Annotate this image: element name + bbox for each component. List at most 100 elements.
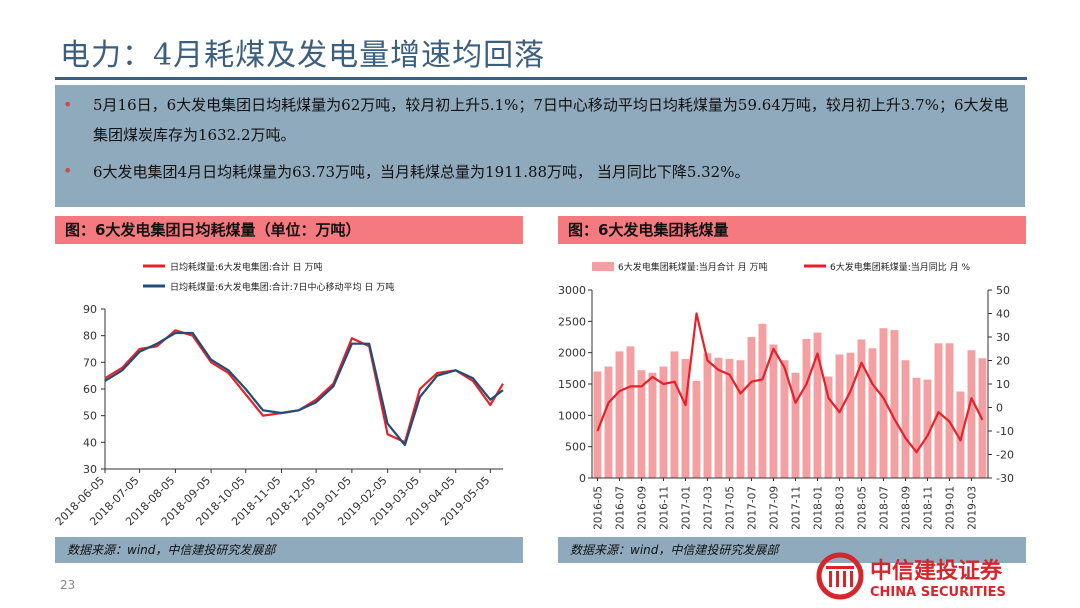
- bar: [879, 328, 888, 478]
- y2-tick-label: -10: [996, 425, 1014, 438]
- bar: [747, 337, 756, 478]
- series-line: [104, 329, 504, 444]
- y-tick-label: 1500: [558, 378, 586, 391]
- series-line: [104, 331, 504, 447]
- x-tick-label: 2018-05: [857, 486, 869, 530]
- bar: [714, 357, 723, 478]
- y-tick-label: 30: [83, 463, 97, 476]
- legend-label: 6大发电集团耗煤量:当月合计 月 万吨: [618, 261, 767, 273]
- bar: [780, 360, 789, 478]
- summary-bullet-2: 6大发电集团4月日均耗煤量为63.73万吨，当月耗煤总量为1911.88万吨， …: [93, 163, 750, 181]
- y2-tick-label: -30: [996, 472, 1014, 485]
- left-chart-heading: 图：6大发电集团日均耗煤量（单位：万吨）: [55, 216, 523, 244]
- y2-tick-label: -20: [996, 449, 1014, 462]
- y-tick-label: 40: [83, 436, 97, 449]
- y-tick-label: 80: [83, 330, 97, 343]
- y-tick-label: 2500: [558, 315, 586, 328]
- bar: [967, 350, 976, 478]
- bar: [659, 366, 668, 478]
- x-tick-label: 2017-03: [703, 486, 715, 530]
- bar: [901, 360, 910, 478]
- bar: [813, 332, 822, 478]
- y2-tick-label: 50: [996, 284, 1010, 297]
- y-tick-label: 90: [83, 303, 97, 316]
- company-logo: 中信建投证券 CHINA SECURITIES: [812, 552, 1037, 600]
- yoy-line: [596, 312, 984, 454]
- bar: [692, 380, 701, 478]
- x-tick-label: 2018-01: [813, 486, 825, 530]
- legend-label: 日均耗煤量:6大发电集团:合计:7日中心移动平均 日 万吨: [170, 281, 394, 293]
- right-source-note: 数据来源：wind，中信建投研究发展部: [558, 537, 1026, 563]
- left-source-note: 数据来源：wind，中信建投研究发展部: [55, 537, 523, 563]
- x-tick-label: 2016-07: [615, 486, 627, 530]
- x-tick-label: 2017-01: [681, 486, 693, 530]
- bar: [956, 391, 965, 478]
- bar: [648, 372, 657, 478]
- bar: [626, 346, 635, 478]
- bar: [835, 354, 844, 478]
- bar: [912, 377, 921, 478]
- x-tick-label: 2016-05: [593, 486, 605, 530]
- y-tick-label: 2000: [558, 347, 586, 360]
- page-number: 23: [60, 578, 76, 592]
- y-tick-label: 500: [565, 441, 586, 454]
- bar: [857, 339, 866, 478]
- right-chart-heading: 图：6大发电集团耗煤量: [558, 216, 1026, 244]
- x-tick-label: 2018-03: [835, 486, 847, 530]
- x-tick-label: 2018-11: [923, 486, 935, 530]
- x-tick-label: 2018-07: [879, 486, 891, 530]
- bar: [725, 358, 734, 478]
- monthly-coal-consumption-chart: 0 500 1000 1500 2000 2500 3000 -30 -20 -10 0 10 20 30…: [558, 261, 1014, 530]
- y2-tick-label: 20: [996, 355, 1010, 368]
- bar: [824, 376, 833, 478]
- y-tick-label: 70: [83, 356, 97, 369]
- legend-swatch: [592, 262, 614, 271]
- bullet-icon: •: [63, 95, 73, 114]
- y2-tick-label: 0: [996, 402, 1003, 415]
- bar: [637, 370, 646, 478]
- x-tick-label: 2019-01: [945, 486, 957, 530]
- y2-tick-label: 40: [996, 308, 1010, 321]
- x-tick-label: 2017-09: [769, 486, 781, 530]
- logo-cn-text: 中信建投证券: [870, 558, 1003, 584]
- x-tick-label: 2018-09: [901, 486, 913, 530]
- y-tick-label: 1000: [558, 409, 586, 422]
- bar: [670, 351, 679, 478]
- bullet-icon: •: [63, 161, 73, 180]
- bar: [890, 330, 899, 478]
- bar: [934, 343, 943, 478]
- x-tick-label: 2017-05: [725, 486, 737, 530]
- title-divider: [55, 77, 1027, 80]
- x-tick-label: 2017-07: [747, 486, 759, 530]
- bar: [802, 338, 811, 478]
- page-title: 电力：4月耗煤及发电量增速均回落: [60, 38, 546, 73]
- daily-coal-consumption-chart: 304050607080902018-06-052018-07-052018-0…: [55, 261, 504, 528]
- y-tick-label: 3000: [558, 284, 586, 297]
- bar: [923, 379, 932, 478]
- bar: [846, 352, 855, 478]
- x-tick-label: 2016-09: [637, 486, 649, 530]
- bar: [615, 351, 624, 478]
- summary-bullet-1: 5月16日，6大发电集团日均耗煤量为62万吨，较月初上升5.1%；7日中心移动平…: [93, 96, 1009, 144]
- y-tick-label: 50: [83, 410, 97, 423]
- x-tick-label: 2016-11: [659, 486, 671, 530]
- x-tick-label: 2017-11: [791, 486, 803, 530]
- bar: [791, 372, 800, 478]
- y-tick-label: 60: [83, 383, 97, 396]
- bar: [703, 353, 712, 478]
- summary-box: • 5月16日，6大发电集团日均耗煤量为62万吨，较月初上升5.1%；7日中心移…: [55, 85, 1025, 207]
- bar: [681, 358, 690, 478]
- y2-tick-label: 30: [996, 331, 1010, 344]
- bar: [604, 366, 613, 478]
- y2-tick-label: 10: [996, 378, 1010, 391]
- bar: [593, 371, 602, 478]
- bar: [945, 343, 954, 478]
- bar: [769, 344, 778, 478]
- legend-label: 日均耗煤量:6大发电集团:合计 日 万吨: [170, 261, 323, 273]
- logo-en-text: CHINA SECURITIES: [870, 585, 1006, 600]
- bar: [758, 323, 767, 478]
- bar: [868, 348, 877, 478]
- x-tick-label: 2019-03: [967, 486, 979, 530]
- legend-label: 6大发电集团耗煤量:当月同比 月 %: [830, 261, 970, 273]
